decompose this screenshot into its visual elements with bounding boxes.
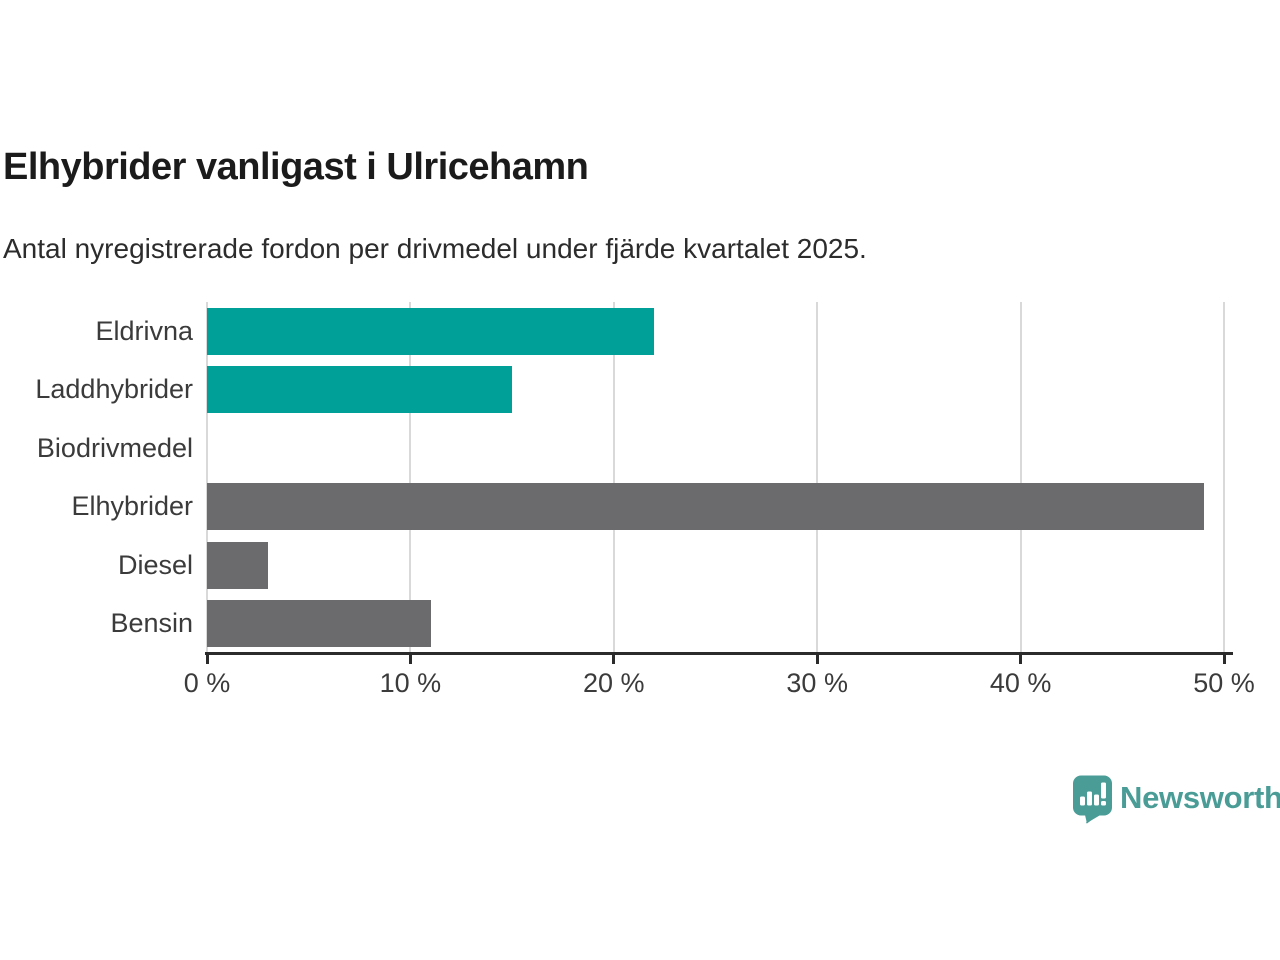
bar-elhybrider: [207, 483, 1204, 531]
x-tick-50: [1222, 655, 1226, 664]
plot-area: [206, 302, 1225, 653]
category-label-bensin: Bensin: [110, 608, 193, 639]
x-axis-ticks: [205, 655, 1226, 665]
x-tick-label-50: 50 %: [1193, 668, 1255, 698]
category-label-eldrivna: Eldrivna: [95, 315, 193, 346]
newsworthy-bar-chart-bubble-icon: [1073, 775, 1112, 824]
category-label-diesel: Diesel: [117, 549, 193, 580]
category-label-laddhybrider: Laddhybrider: [35, 374, 193, 405]
category-label-biodrivmedel: Biodrivmedel: [36, 432, 193, 463]
gridline-40: [1019, 302, 1022, 653]
x-tick-10: [408, 655, 412, 664]
bar-bensin: [207, 600, 431, 648]
bar-laddhybrider: [207, 366, 513, 414]
x-tick-label-20: 20 %: [583, 668, 645, 698]
gridline-10: [409, 302, 412, 653]
y-axis-labels: Eldrivna Laddhybrider Biodrivmedel Elhybrid…: [0, 302, 193, 653]
gridline-20: [612, 302, 615, 653]
bar-eldrivna: [207, 307, 655, 355]
x-tick-30: [815, 655, 819, 664]
x-tick-label-0: 0 %: [183, 668, 231, 698]
newsworthy-logo-text: Newsworthy: [1120, 780, 1280, 815]
gridline-0: [206, 302, 208, 653]
x-tick-label-40: 40 %: [989, 668, 1052, 698]
x-axis-line: [205, 652, 1233, 655]
x-tick-label-10: 10 %: [379, 668, 442, 698]
bar-diesel: [207, 541, 269, 589]
category-label-elhybrider: Elhybrider: [71, 491, 193, 522]
gridline-50: [1223, 302, 1225, 653]
x-tick-0: [205, 655, 209, 664]
x-tick-label-30: 30 %: [786, 668, 848, 698]
x-tick-40: [1019, 655, 1023, 664]
x-axis-tick-labels: 0 % 10 % 20 % 30 % 40 % 50 %: [184, 668, 1255, 702]
gridline-30: [816, 302, 819, 653]
chart-subtitle: Antal nyregistrerade fordon per drivmede…: [3, 233, 867, 264]
chart-title: Elhybrider vanligast i Ulricehamn: [3, 146, 589, 188]
newsworthy-logo: Newsworthy: [1072, 775, 1280, 824]
x-tick-20: [612, 655, 616, 664]
